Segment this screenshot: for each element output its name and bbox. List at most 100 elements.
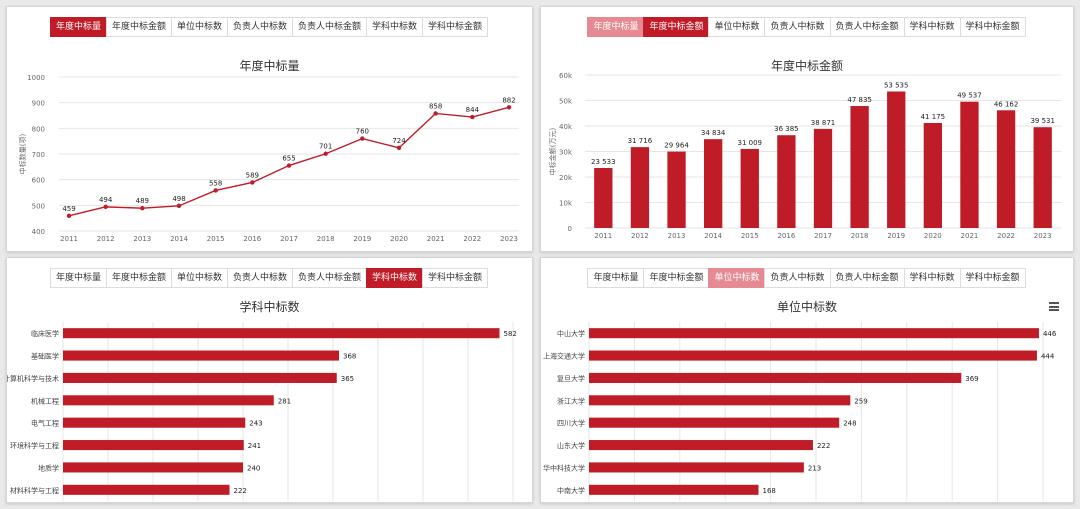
- data-label: 444: [1041, 353, 1055, 361]
- bar: [996, 110, 1016, 228]
- data-label: 41 175: [921, 113, 946, 121]
- y-category-label: 计算机科学与技术: [7, 374, 59, 383]
- bar: [63, 372, 337, 383]
- bar: [63, 462, 243, 473]
- hamburger-menu-icon[interactable]: [1049, 302, 1059, 311]
- tab-bar: 年度中标量 年度中标金额 单位中标数 负责人中标数 负责人中标金额 学科中标数 学科中标金额: [7, 268, 532, 288]
- data-label: 582: [504, 330, 517, 338]
- data-point: [250, 180, 255, 185]
- data-label: 498: [172, 195, 185, 203]
- bar: [63, 350, 339, 361]
- y-category-label: 电气工程: [31, 419, 59, 428]
- x-tick-label: 2022: [997, 232, 1015, 240]
- tab-unit-bid-count[interactable]: 单位中标数: [708, 268, 766, 288]
- tab-annual-bid-count[interactable]: 年度中标量: [587, 17, 645, 37]
- data-point: [286, 163, 292, 168]
- bar: [777, 135, 796, 228]
- tab-pi-bid-amount[interactable]: 负责人中标金额: [292, 268, 368, 288]
- data-label: 38 871: [811, 119, 836, 127]
- y-category-label: 临床医学: [31, 329, 59, 338]
- bar: [589, 484, 759, 495]
- y-tick-label: 10k: [559, 200, 573, 208]
- y-category-label: 中南大学: [557, 486, 585, 495]
- tab-annual-bid-amount[interactable]: 年度中标金额: [105, 268, 172, 288]
- panel-annual-bid-amount: 年度中标量 年度中标金额 单位中标数 负责人中标数 负责人中标金额 学科中标数 学科中标金额…: [540, 6, 1074, 252]
- y-category-label: 浙江大学: [557, 396, 585, 405]
- tab-pi-bid-amount[interactable]: 负责人中标金额: [829, 17, 905, 37]
- bar: [594, 167, 613, 228]
- x-tick-label: 2020: [924, 232, 942, 240]
- data-label: 47 835: [847, 96, 872, 104]
- data-label: 23 533: [591, 158, 616, 166]
- tab-discipline-bid-amount[interactable]: 学科中标金额: [422, 268, 489, 288]
- data-label: 760: [356, 128, 369, 136]
- bar: [704, 139, 723, 228]
- tab-discipline-bid-amount[interactable]: 学科中标金额: [422, 17, 489, 37]
- tab-annual-bid-amount[interactable]: 年度中标金额: [643, 17, 710, 37]
- data-point: [433, 111, 438, 116]
- bar: [589, 372, 962, 383]
- bar: [589, 395, 851, 406]
- data-point: [323, 151, 328, 156]
- y-tick-label: 400: [32, 228, 45, 236]
- y-axis-label: 中标数量(项): [18, 134, 27, 175]
- data-label: 222: [234, 487, 247, 495]
- data-point: [360, 136, 365, 141]
- tab-bar: 年度中标量 年度中标金额 单位中标数 负责人中标数 负责人中标金额 学科中标数 学科中标金额: [541, 268, 1073, 288]
- data-label: 724: [392, 137, 406, 145]
- y-tick-label: 900: [32, 100, 45, 108]
- x-tick-label: 2019: [353, 235, 371, 243]
- data-label: 31 009: [738, 139, 763, 147]
- y-category-label: 机械工程: [31, 396, 59, 405]
- bar: [1033, 127, 1052, 228]
- y-category-label: 中山大学: [557, 329, 585, 338]
- data-label: 369: [965, 375, 978, 383]
- data-label: 53 535: [884, 81, 909, 89]
- y-tick-label: 1000: [27, 74, 45, 82]
- data-label: 49 537: [957, 92, 982, 100]
- data-label: 243: [249, 420, 262, 428]
- data-point: [140, 205, 145, 211]
- x-tick-label: 2013: [133, 235, 151, 243]
- x-tick-label: 2014: [704, 232, 722, 240]
- data-label: 34 834: [701, 129, 726, 137]
- data-label: 222: [817, 442, 830, 450]
- data-label: 281: [278, 397, 291, 405]
- x-tick-label: 2017: [280, 235, 298, 243]
- bar: [63, 417, 246, 428]
- tab-pi-bid-count[interactable]: 负责人中标数: [226, 17, 293, 37]
- y-category-label: 基础医学: [31, 352, 59, 361]
- tab-pi-bid-count[interactable]: 负责人中标数: [764, 17, 831, 37]
- y-category-label: 四川大学: [557, 419, 585, 428]
- x-tick-label: 2021: [427, 235, 445, 243]
- data-label: 844: [466, 106, 480, 114]
- data-point: [470, 114, 475, 120]
- bar: [850, 106, 869, 228]
- tab-discipline-bid-amount[interactable]: 学科中标金额: [959, 268, 1026, 288]
- x-tick-label: 2023: [500, 235, 518, 243]
- bar: [63, 328, 500, 339]
- tab-pi-bid-amount[interactable]: 负责人中标金额: [292, 17, 368, 37]
- y-category-label: 地质学: [38, 463, 59, 472]
- bar: [923, 123, 942, 228]
- data-label: 489: [136, 197, 149, 205]
- y-tick-label: 500: [32, 202, 45, 210]
- panel-annual-bid-count: 年度中标量 年度中标金额 单位中标数 负责人中标数 负责人中标金额 学科中标数 学科中标金额…: [6, 6, 533, 252]
- tab-discipline-bid-amount[interactable]: 学科中标金额: [959, 17, 1026, 37]
- y-category-label: 复旦大学: [557, 374, 585, 383]
- y-category-label: 上海交通大学: [543, 352, 585, 361]
- data-label: 248: [843, 420, 856, 428]
- x-tick-label: 2011: [594, 232, 612, 240]
- y-category-label: 山东大学: [557, 441, 585, 450]
- data-label: 558: [209, 179, 222, 187]
- chart-title: 年度中标金额: [770, 59, 843, 73]
- chart-title: 单位中标数: [776, 300, 837, 314]
- data-label: 29 964: [664, 142, 689, 150]
- x-tick-label: 2015: [207, 235, 225, 243]
- x-tick-label: 2020: [390, 235, 408, 243]
- x-tick-label: 2015: [741, 232, 759, 240]
- panel-unit-bid-count: 年度中标量 年度中标金额 单位中标数 负责人中标数 负责人中标金额 学科中标数 学科中标金额…: [540, 257, 1074, 503]
- data-point: [506, 105, 512, 110]
- tab-pi-bid-amount[interactable]: 负责人中标金额: [829, 268, 905, 288]
- x-tick-label: 2019: [887, 232, 905, 240]
